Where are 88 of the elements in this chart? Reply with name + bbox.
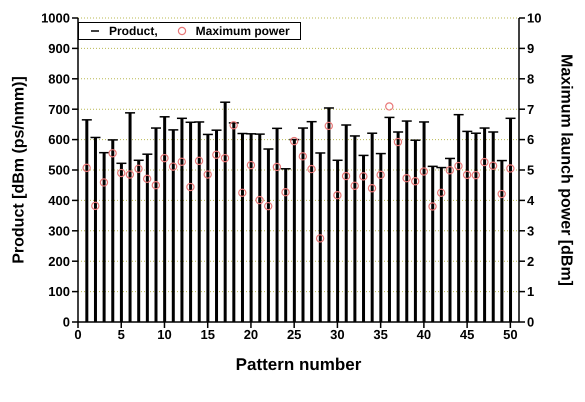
y-tick-label: 0 [62,314,70,330]
point [307,164,316,174]
point [264,202,272,210]
point [255,196,264,204]
point [436,188,446,197]
x-tick-label: 40 [416,327,432,342]
point [324,122,333,130]
point [160,154,169,162]
point [82,164,91,172]
y2-tick-label: 0 [527,314,534,330]
y-tick-label: 700 [48,102,70,117]
y2-tick-label: 6 [527,132,534,148]
point [142,174,152,184]
point [385,102,394,111]
y2-tick-label: 5 [527,162,534,178]
y-tick-label: 900 [48,41,70,56]
point [350,182,359,190]
y-tick-label: 400 [48,193,70,208]
point [91,202,100,210]
y2-axis-title: Maximum launch power [dBm] [557,54,574,286]
point [126,170,134,179]
point [402,174,411,182]
point [212,150,221,159]
point [134,164,143,173]
y-tick-label: 800 [48,71,70,86]
point [498,190,506,198]
point [420,167,428,176]
point [342,172,350,180]
point [480,158,489,166]
point [178,158,186,166]
point [411,177,420,186]
point [168,162,178,171]
point [298,152,308,161]
y-tick-label: 300 [48,223,70,238]
y2-tick-label: 1 [527,284,534,300]
point [428,202,437,211]
point [108,149,117,158]
point [368,184,376,192]
point [229,121,238,130]
x-tick-label: 45 [460,327,474,342]
point [446,166,454,175]
legend-label: Product, [109,24,158,38]
x-tick-label: 25 [286,327,302,342]
y-tick-label: 100 [48,284,70,300]
y-tick-label: 600 [48,132,70,148]
point [272,162,282,172]
point [152,181,160,190]
point [462,170,472,180]
point [376,170,385,180]
point [281,188,290,196]
x-tick-label: 50 [503,327,518,342]
y-axis-title: Product [dBm (ps/nmm)] [10,76,28,264]
x-tick-label: 5 [118,327,125,342]
point [100,178,108,187]
y2-tick-label: 8 [527,71,534,86]
legend-label: Maximum power [196,24,290,38]
y2-tick-label: 7 [527,102,534,117]
point [316,234,324,243]
y2-tick-label: 2 [527,254,534,269]
x-tick-label: 15 [200,327,215,342]
y-tick-label: 1000 [41,10,70,26]
point [333,191,342,200]
point [220,154,230,162]
x-tick-label: 20 [244,327,258,342]
x-tick-label: 10 [157,327,172,342]
x-tick-label: 0 [74,327,82,342]
point [117,168,126,178]
point [472,170,480,180]
point [238,188,246,197]
point [488,162,498,170]
y-tick-label: 200 [48,254,70,269]
y2-tick-label: 3 [527,223,534,238]
point [394,138,402,146]
point [290,136,298,146]
y2-tick-label: 4 [527,193,535,208]
point [194,156,204,166]
y2-tick-label: 10 [527,10,542,26]
x-tick-label: 35 [373,327,388,342]
point [359,172,368,181]
point [186,182,195,192]
point [454,162,463,170]
point [506,164,515,173]
point [246,160,256,170]
y2-tick-label: 9 [527,41,534,56]
y-tick-label: 500 [48,162,70,178]
point [204,170,212,179]
x-axis-title: Pattern number [236,355,362,374]
x-tick-label: 30 [330,327,345,342]
